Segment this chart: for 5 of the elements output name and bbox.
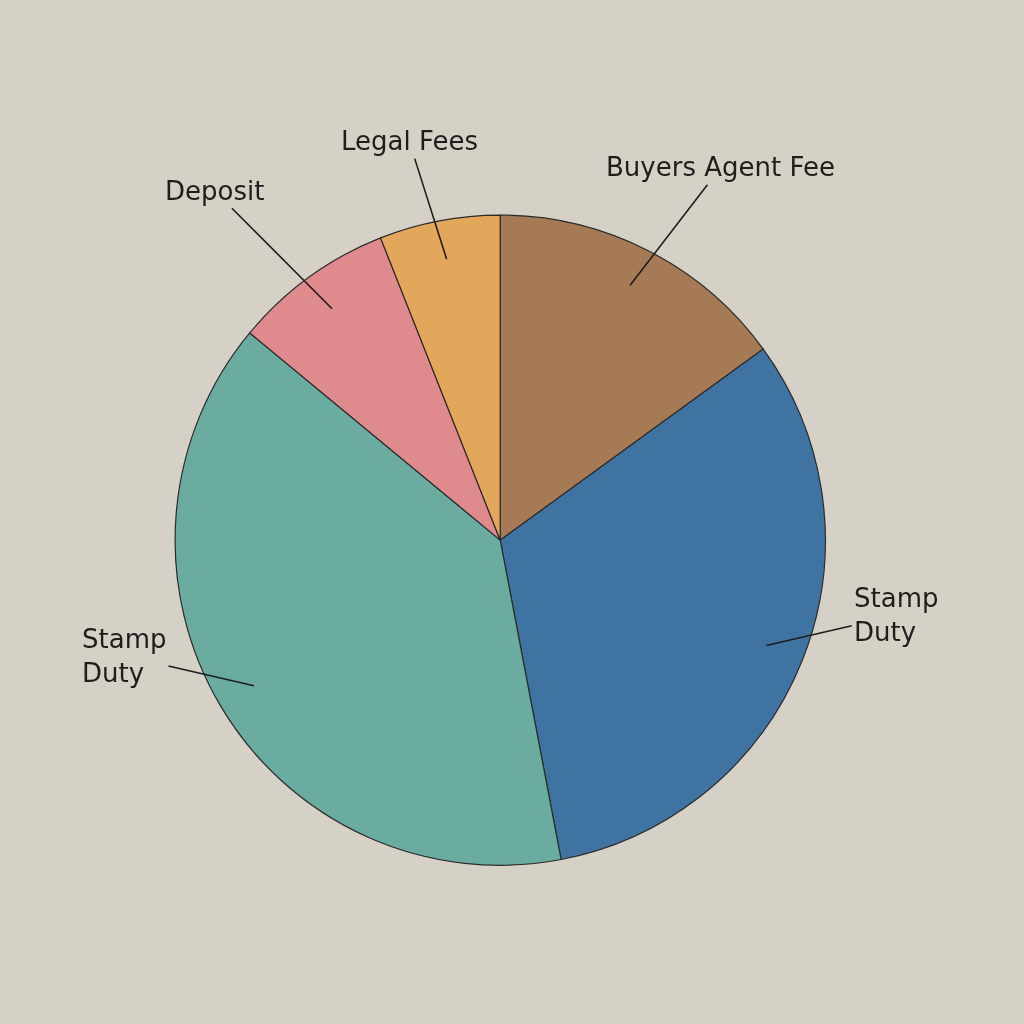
slice-label: Stamp Duty: [82, 624, 167, 688]
slice-label: Deposit: [165, 176, 265, 206]
slice-label: Stamp Duty: [854, 583, 939, 647]
slice-label: Legal Fees: [341, 126, 479, 156]
slice-label: Buyers Agent Fee: [606, 152, 835, 182]
